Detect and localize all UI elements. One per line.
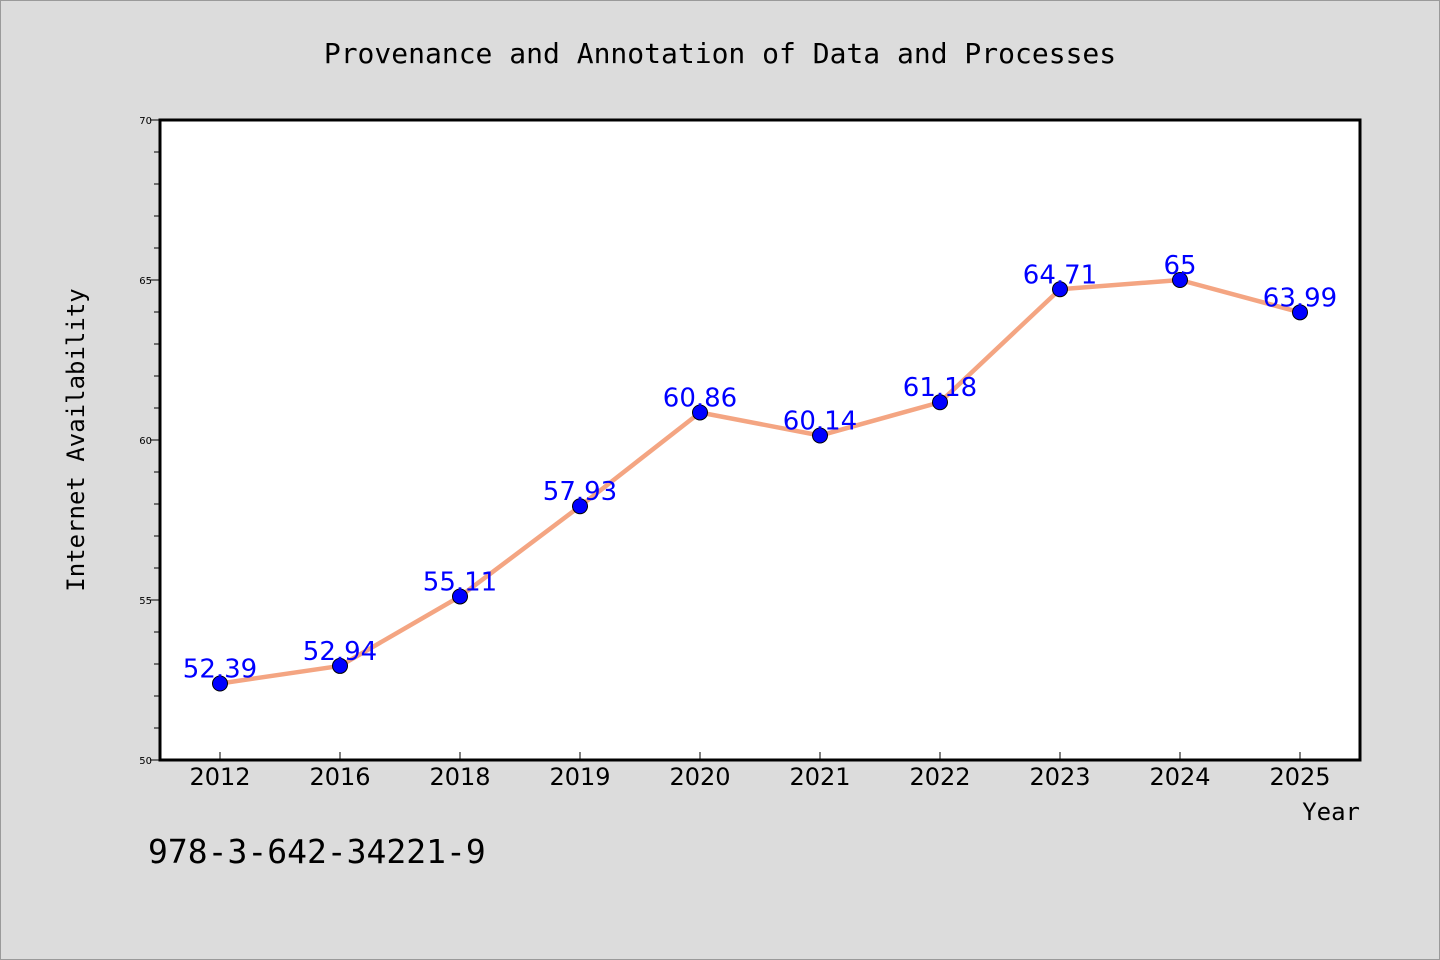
data-point [932, 394, 948, 411]
data-point [332, 657, 348, 674]
y-tick-label: 65 [139, 276, 152, 287]
series-polyline [217, 277, 1303, 686]
y-tick-label: 60 [139, 436, 152, 447]
x-tick-label: 2016 [309, 763, 370, 791]
data-label: 60.86 [663, 383, 737, 413]
x-tick-label: 2024 [1149, 763, 1210, 791]
data-point [1292, 304, 1308, 321]
chart-title: Provenance and Annotation of Data and Pr… [324, 37, 1116, 70]
series-markers [212, 272, 1308, 692]
x-tick-label: 2018 [429, 763, 490, 791]
data-point [1172, 272, 1188, 288]
x-tick-label: 2012 [189, 763, 250, 791]
isbn-text: 978-3-642-34221-9 [148, 832, 486, 871]
series-line [217, 277, 1303, 686]
x-axis: 2012 2016 2018 2019 2020 2021 2022 2023 2024 2025 [189, 752, 1331, 791]
x-tick-label: 2025 [1269, 763, 1330, 791]
y-axis: 50 55 60 65 70 [139, 116, 160, 767]
x-tick-label: 2023 [1029, 763, 1090, 791]
y-tick-label: 55 [139, 596, 152, 607]
data-label: 57.93 [543, 477, 617, 507]
x-tick-label: 2019 [549, 763, 610, 791]
data-point [212, 675, 228, 692]
data-point [572, 498, 588, 515]
y-tick-label: 70 [139, 116, 152, 127]
data-label: 52.39 [183, 655, 257, 685]
data-label: 52.94 [303, 637, 377, 667]
data-label: 63.99 [1263, 283, 1337, 313]
data-label: 61.18 [903, 373, 977, 403]
x-tick-label: 2022 [909, 763, 970, 791]
y-axis-label: Internet Availability [62, 288, 90, 591]
data-point [812, 427, 828, 444]
x-tick-label: 2020 [669, 763, 730, 791]
data-label: 65 [1163, 251, 1196, 281]
data-labels: 52.39 52.94 55.11 57.93 60.86 60.14 61.18 64.71… [183, 251, 1337, 685]
data-label: 60.14 [783, 407, 857, 437]
y-tick-label: 50 [139, 756, 152, 767]
data-point [692, 404, 708, 421]
data-point [452, 588, 468, 605]
data-point [1052, 281, 1068, 298]
x-axis-label: Year [1302, 798, 1360, 826]
data-label: 55.11 [423, 567, 497, 597]
x-tick-label: 2021 [789, 763, 850, 791]
data-label: 64.71 [1023, 260, 1097, 290]
